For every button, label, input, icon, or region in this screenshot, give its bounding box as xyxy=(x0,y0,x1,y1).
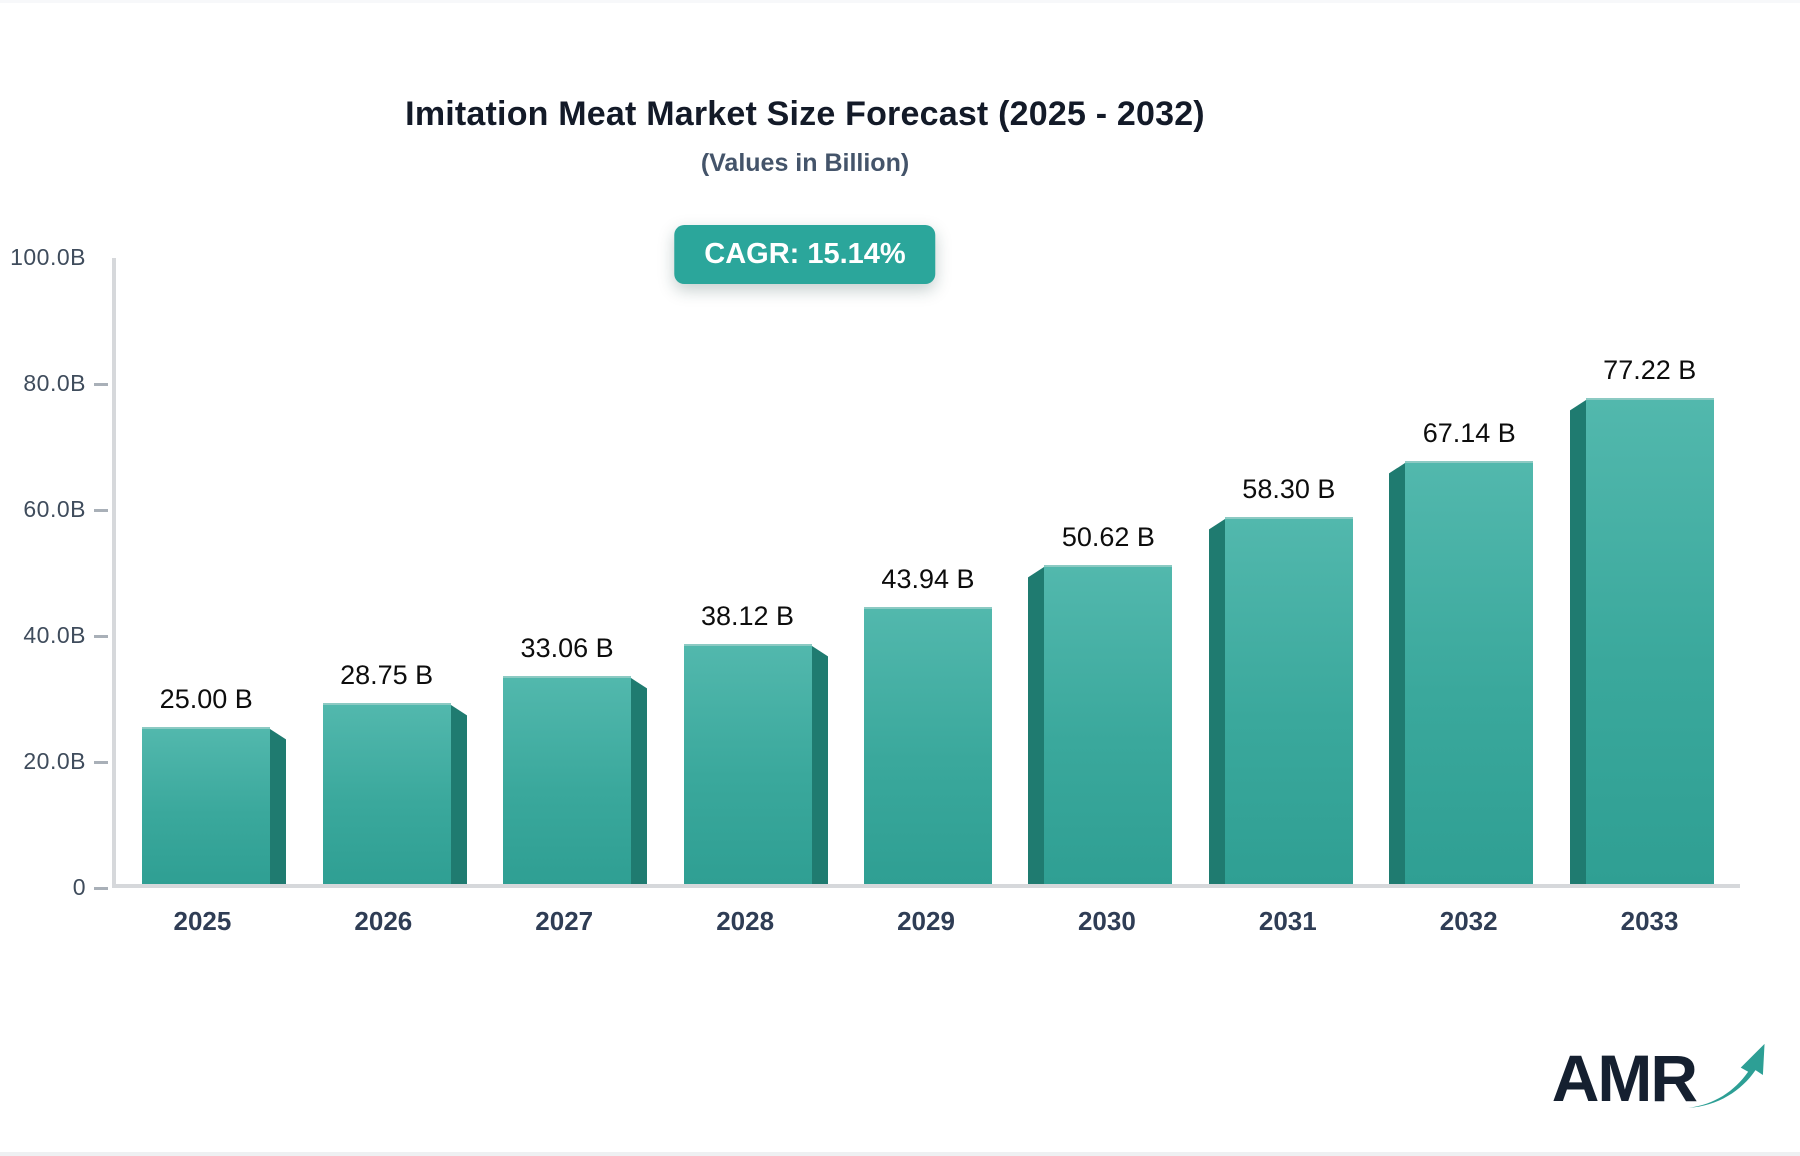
x-axis-tick-label-2032: 2032 xyxy=(1439,906,1498,936)
x-axis-tick-label-2027: 2027 xyxy=(535,906,594,936)
plot-area: 25.00 B 28.75 B 33.06 B 38.12 B 43.94 B 50.62… xyxy=(112,258,1740,888)
bar-3d-side xyxy=(631,677,648,884)
y-axis-tick-label: 60.0B xyxy=(23,496,86,522)
y-axis-tick-label: 0 xyxy=(72,874,86,900)
x-axis-tick-label-2030: 2030 xyxy=(1077,906,1136,936)
trend-up-arrow-icon xyxy=(1688,1043,1765,1108)
bar-value-label: 58.30 B xyxy=(1242,473,1336,504)
bar-3d-side xyxy=(1569,399,1586,884)
x-axis-tick-label-2028: 2028 xyxy=(716,906,775,936)
x-axis-tick-label-2026: 2026 xyxy=(354,906,413,936)
bar-2025[interactable] xyxy=(142,726,287,884)
bar-slot-2026: 28.75 B xyxy=(296,258,476,884)
x-axis-tick-label-2031: 2031 xyxy=(1258,906,1317,936)
bar-2033[interactable] xyxy=(1569,397,1714,884)
y-axis-tick-mark xyxy=(94,635,108,638)
y-axis-tick-label: 100.0B xyxy=(10,244,86,270)
bar-value-label: 33.06 B xyxy=(520,632,614,663)
bar-slot-2033: 77.22 B xyxy=(1560,258,1740,884)
y-axis-tick-label: 20.0B xyxy=(23,748,86,774)
cagr-badge: CAGR: 15.14% xyxy=(674,225,936,284)
bar-value-label: 43.94 B xyxy=(881,564,975,595)
x-axis: 2025 2026 2027 2028 2029 2030 2031 2032 2033 xyxy=(112,906,1740,937)
bar-value-label: 77.22 B xyxy=(1603,354,1697,385)
bar-2027[interactable] xyxy=(503,675,648,884)
bar-3d-side xyxy=(811,645,828,884)
bar-value-label: 50.62 B xyxy=(1061,522,1155,553)
bar-value-label: 67.14 B xyxy=(1422,418,1516,449)
bar-2028[interactable] xyxy=(683,643,828,884)
bar-value-label: 25.00 B xyxy=(159,683,253,714)
chart-subtitle: (Values in Billion) xyxy=(700,149,910,177)
bar-2030[interactable] xyxy=(1028,565,1173,884)
y-axis-tick-mark xyxy=(94,761,108,764)
bar-3d-side xyxy=(450,704,467,884)
bar-slot-2032: 67.14 B xyxy=(1379,258,1559,884)
bar-3d-side xyxy=(1208,518,1225,884)
x-axis-tick-label-2033: 2033 xyxy=(1620,906,1679,936)
bar-value-label: 28.75 B xyxy=(340,659,434,690)
bar-slot-2027: 33.06 B xyxy=(477,258,657,884)
bar-slot-2025: 25.00 B xyxy=(116,258,296,884)
bar-slot-2029: 43.94 B xyxy=(838,258,1018,884)
bar-3d-side xyxy=(1389,463,1406,884)
amr-logo-text: AMR xyxy=(1551,1041,1698,1115)
y-axis-tick-label: 80.0B xyxy=(23,370,86,396)
bar-2026[interactable] xyxy=(322,702,467,884)
y-axis-tick-label: 40.0B xyxy=(23,622,86,648)
bar-2029[interactable] xyxy=(863,607,992,884)
bar-3d-side xyxy=(1028,567,1045,884)
bar-slot-2028: 38.12 B xyxy=(657,258,837,884)
bar-slot-2031: 58.30 B xyxy=(1199,258,1379,884)
x-axis-tick-label-2025: 2025 xyxy=(173,906,232,936)
bar-value-label: 38.12 B xyxy=(700,600,795,631)
y-axis-tick-mark xyxy=(94,509,108,512)
y-axis-tick-mark xyxy=(94,887,108,890)
chart-title: Imitation Meat Market Size Forecast (202… xyxy=(405,95,1205,133)
x-axis-tick-label-2029: 2029 xyxy=(897,906,955,936)
bar-slot-2030: 50.62 B xyxy=(1018,258,1198,884)
bar-3d-side xyxy=(270,728,287,884)
bar-2032[interactable] xyxy=(1389,461,1534,884)
y-axis-tick-mark xyxy=(94,383,108,386)
amr-logo: AMR xyxy=(1552,1040,1772,1116)
bar-2031[interactable] xyxy=(1208,516,1353,884)
